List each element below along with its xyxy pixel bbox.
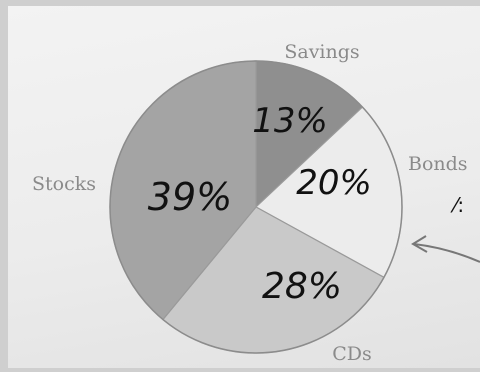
slice-label-savings: Savings bbox=[284, 41, 359, 63]
slice-label-stocks: Stocks bbox=[32, 173, 96, 195]
slice-label-bonds: Bonds bbox=[408, 153, 468, 175]
pointer-arrow bbox=[411, 235, 480, 263]
pie-slices bbox=[109, 60, 403, 354]
handwritten-mark: ⁄: bbox=[450, 193, 464, 217]
data-label-bonds: 20% bbox=[296, 163, 372, 203]
pie-outline bbox=[109, 60, 403, 354]
slice-label-cds: CDs bbox=[332, 343, 372, 365]
data-label-stocks: 39% bbox=[148, 175, 232, 219]
data-label-cds: 28% bbox=[262, 266, 342, 307]
data-label-savings: 13% bbox=[252, 101, 328, 141]
